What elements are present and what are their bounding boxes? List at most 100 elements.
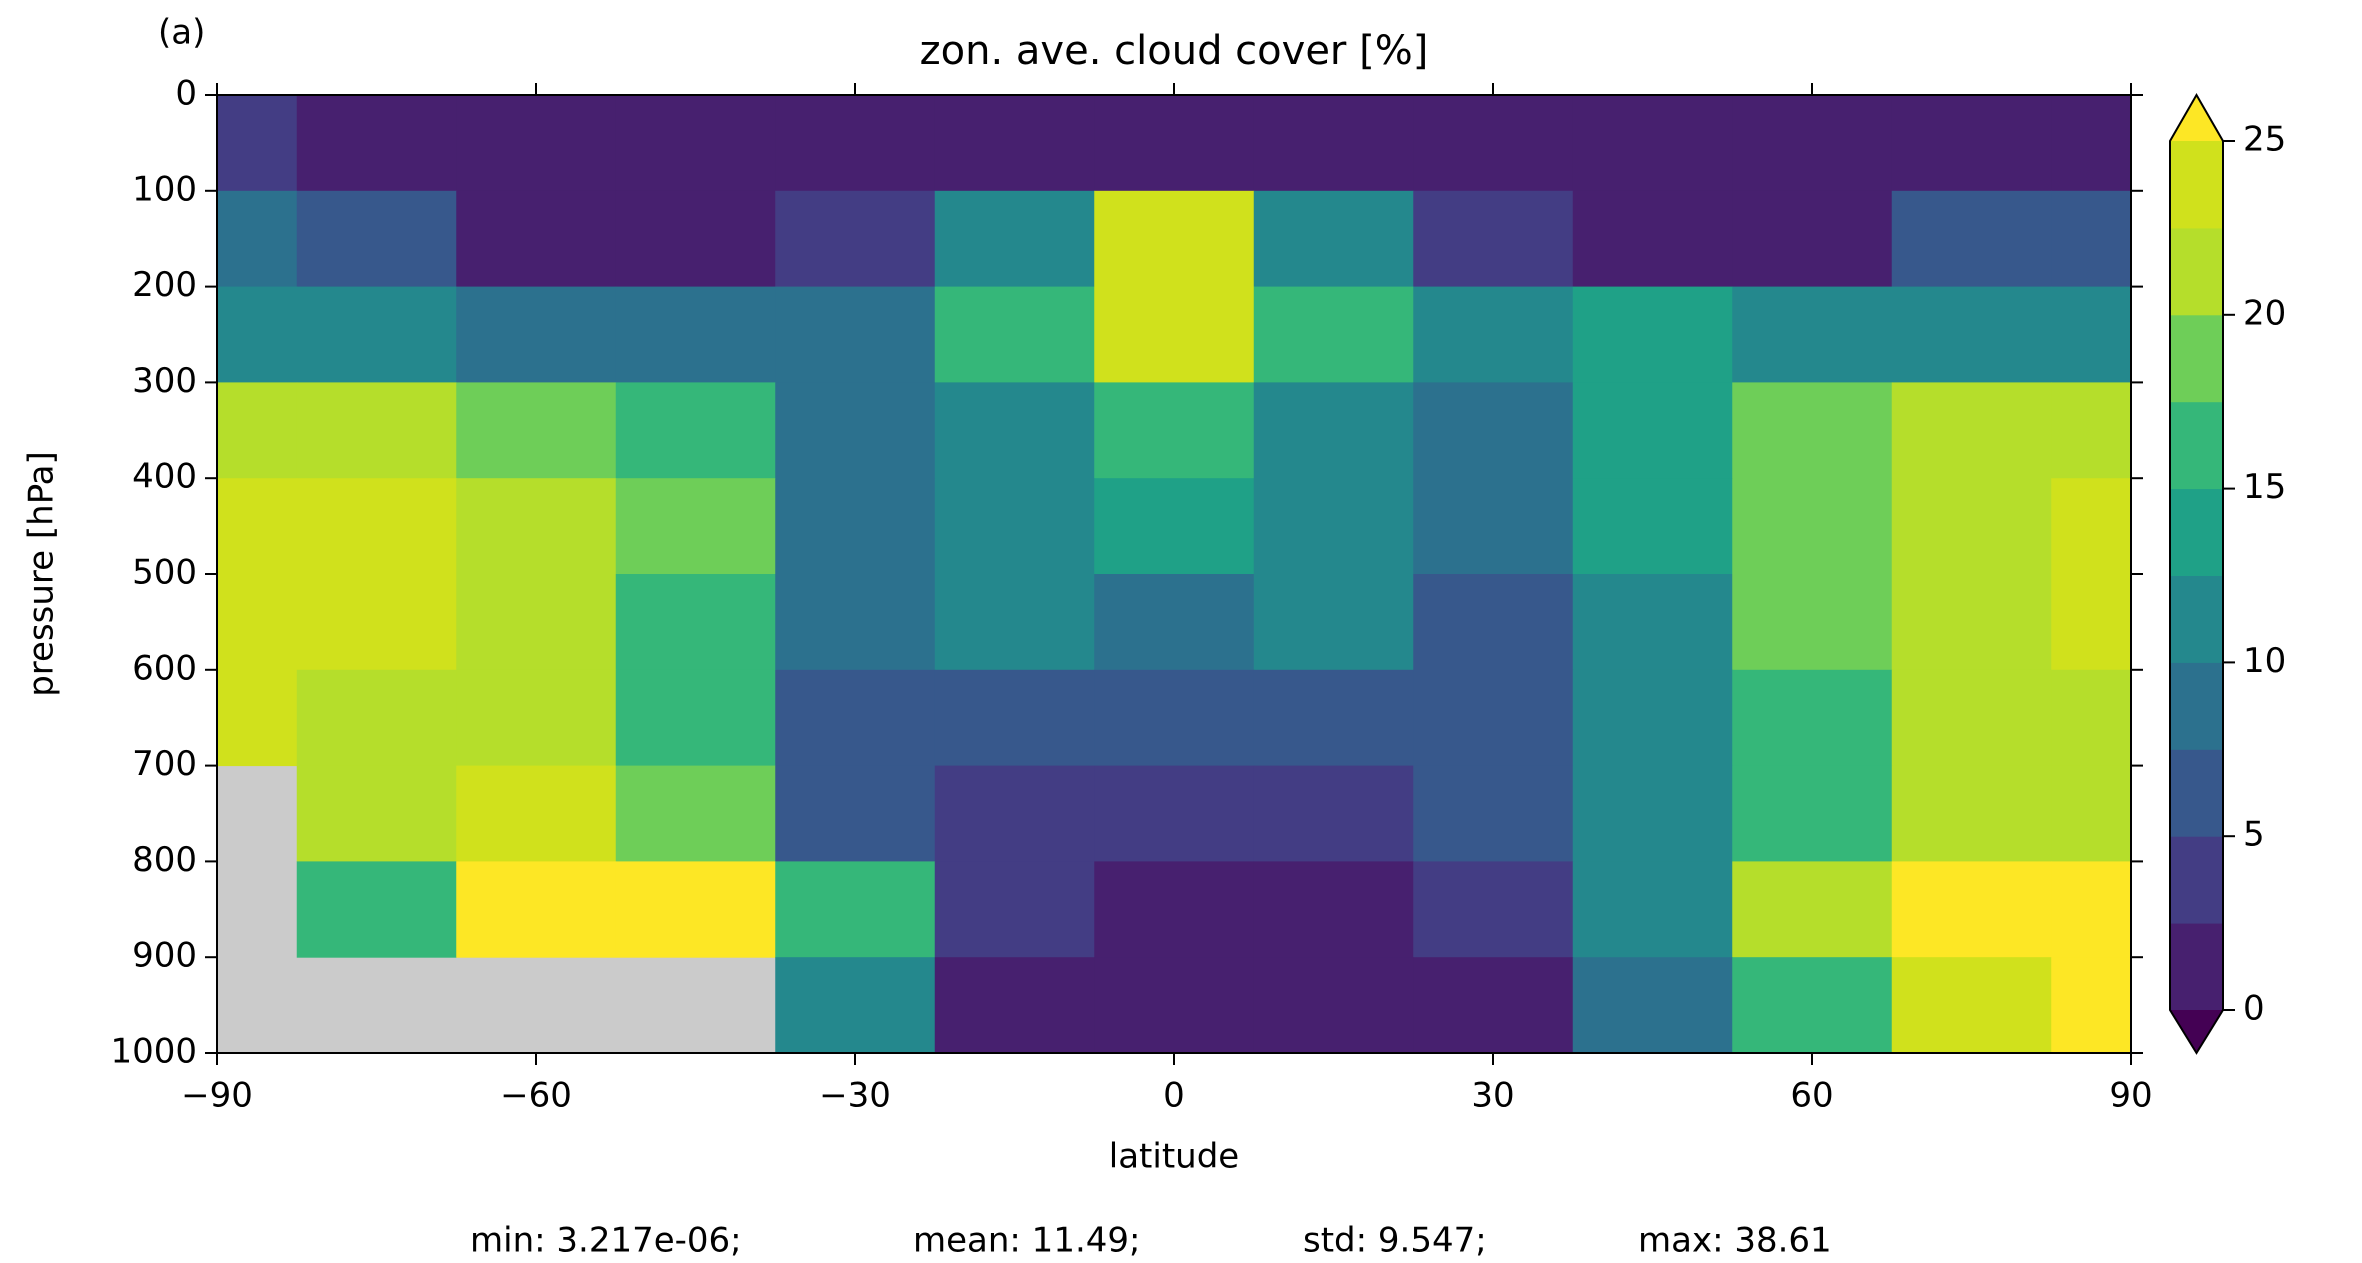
contour-cell [934,95,1095,192]
y-tick-label: 900 [132,936,197,976]
contour-cell [1732,574,1893,671]
x-tick-label: −60 [500,1076,572,1116]
colorbar-band [2170,401,2223,490]
contour-cell [1572,382,1733,479]
colorbar-band [2170,141,2223,229]
contour-cell [934,765,1095,862]
y-tick-label: 500 [132,553,197,593]
contour-cell [775,861,936,958]
contour-cell [1572,574,1733,671]
panel-label: (a) [158,13,205,53]
contour-cell [1732,286,1893,383]
contour-cell [2051,765,2131,862]
contour-cell [1253,95,1414,192]
colorbar-band [2170,227,2223,316]
colorbar-band [2170,749,2223,837]
contour-cell [1094,286,1255,383]
x-tick-label: −30 [819,1076,891,1116]
contour-cell [1413,190,1574,288]
contour-cell [296,478,457,575]
contour-cell [217,382,298,479]
contour-cell [934,861,1095,958]
colorbar-band [2170,575,2223,663]
contour-cell [1413,861,1574,958]
x-tick-label: −90 [181,1076,253,1116]
contour-cell [217,574,298,671]
contour-cell [2051,286,2131,383]
contour-cell [1891,190,2052,288]
colorbar-band [2170,662,2223,750]
contour-cell [615,765,776,862]
contour-cell [1732,957,1893,1053]
contour-cell [456,286,617,383]
contour-cell [1891,95,2052,192]
colorbar-tick-label: 20 [2243,293,2286,333]
contour-cell [296,286,457,383]
colorbar-band [2170,836,2223,924]
x-tick-label: 30 [1471,1076,1514,1116]
contour-cell [615,286,776,383]
contour-cell [456,478,617,575]
contour-cell [1572,669,1733,767]
contour-cell [1413,286,1574,383]
contour-cell [1253,669,1414,767]
contour-cell [2051,190,2131,288]
contour-cell [1413,669,1574,767]
contour-cell [934,190,1095,288]
contour-cell [1891,574,2052,671]
contour-cell [615,190,776,288]
contour-cell [1253,286,1414,383]
contour-cell [1413,478,1574,575]
contour-cell [456,190,617,288]
contour-cell [296,382,457,479]
contour-cell [1891,382,2052,479]
colorbar-band [2170,923,2223,1011]
colorbar-tick-label: 0 [2243,989,2265,1029]
contour-cell [1094,861,1255,958]
contour-cell [2051,382,2131,479]
contour-cell [1253,574,1414,671]
chart-title: zon. ave. cloud cover [%] [920,28,1429,74]
x-tick-label: 60 [1790,1076,1833,1116]
contour-cell [1732,669,1893,767]
colorbar-tick-label: 25 [2243,120,2286,160]
contour-cell [1094,957,1255,1053]
contour-cell [615,574,776,671]
stat-text: max: 38.61 [1638,1221,1832,1261]
contour-cell [1094,95,1255,192]
contour-cell [1413,95,1574,192]
contour-cell [1253,190,1414,288]
contour-cell [1572,95,1733,192]
contour-cell [217,190,298,288]
contour-cell [1732,95,1893,192]
contour-cell [1572,286,1733,383]
contour-cell [775,286,936,383]
y-tick-label: 200 [132,265,197,305]
contour-cell [615,861,776,958]
contour-cell [1891,286,2052,383]
stat-text: mean: 11.49; [913,1221,1140,1261]
contour-cell [1094,574,1255,671]
contour-cell [2051,861,2131,958]
contour-cell [775,574,936,671]
contour-cell [296,190,457,288]
contour-cell [217,286,298,383]
contour-cell [1094,478,1255,575]
contour-cell [1413,382,1574,479]
contour-cell [1094,190,1255,288]
contour-cell [296,669,457,767]
contour-cell [1732,382,1893,479]
colorbar-under [2170,1010,2223,1053]
y-tick-label: 0 [175,74,197,114]
contour-cell [1253,957,1414,1053]
contour-cell [1572,957,1733,1053]
contour-cell [1891,861,2052,958]
y-tick-label: 1000 [110,1032,197,1072]
contour-cell [2051,95,2131,192]
contour-cell [296,765,457,862]
contour-cell [1094,765,1255,862]
contour-cell [615,669,776,767]
contour-cell [775,478,936,575]
contour-cell [1094,669,1255,767]
